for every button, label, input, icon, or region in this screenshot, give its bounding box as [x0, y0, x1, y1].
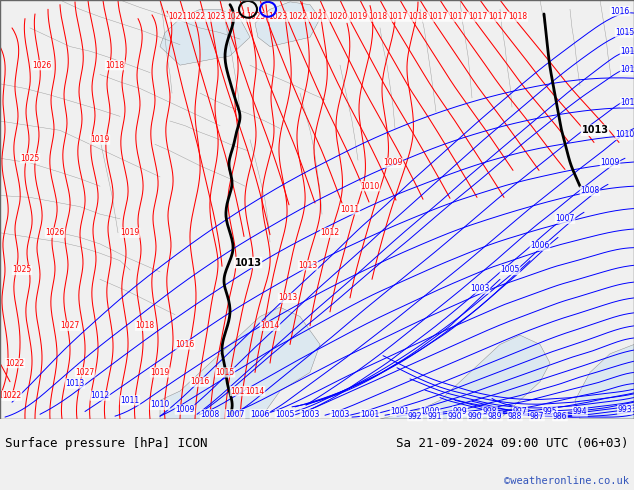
- Text: 1017: 1017: [469, 12, 488, 21]
- Text: 1012: 1012: [320, 228, 340, 237]
- Polygon shape: [575, 344, 634, 419]
- Text: 1018: 1018: [408, 12, 427, 21]
- Text: 1013: 1013: [278, 294, 297, 302]
- Text: 1013: 1013: [581, 125, 609, 135]
- Text: 1006: 1006: [530, 241, 550, 250]
- Text: 990: 990: [448, 412, 462, 420]
- Text: 1015: 1015: [616, 28, 634, 37]
- Text: 1011: 1011: [340, 205, 359, 214]
- Polygon shape: [160, 307, 320, 419]
- Text: 1009: 1009: [384, 158, 403, 168]
- Text: 1019: 1019: [120, 228, 139, 237]
- Text: 1003: 1003: [330, 410, 350, 419]
- Text: 988: 988: [508, 412, 522, 420]
- Text: 1018: 1018: [105, 61, 124, 70]
- Text: 1015: 1015: [230, 387, 250, 395]
- Text: 1001: 1001: [391, 407, 410, 416]
- Text: 1003: 1003: [470, 284, 489, 293]
- Text: 1010: 1010: [150, 400, 170, 410]
- Text: 1006: 1006: [250, 410, 269, 419]
- Text: 1014: 1014: [261, 321, 280, 330]
- Text: 1007: 1007: [555, 214, 574, 223]
- Text: 1014: 1014: [245, 387, 264, 395]
- Text: 1018: 1018: [368, 12, 387, 21]
- Text: 1016: 1016: [611, 7, 630, 16]
- Text: 1010: 1010: [616, 130, 634, 140]
- Text: 1009: 1009: [176, 405, 195, 414]
- Text: 1022: 1022: [6, 359, 25, 368]
- Text: 1023: 1023: [268, 12, 288, 21]
- Text: 1009: 1009: [600, 158, 619, 168]
- Text: 1026: 1026: [46, 228, 65, 237]
- Text: 1013: 1013: [65, 379, 84, 388]
- Text: 1019: 1019: [150, 368, 170, 377]
- Text: 1007: 1007: [225, 410, 245, 419]
- Text: 1016: 1016: [176, 340, 195, 349]
- Text: 1008: 1008: [580, 186, 600, 196]
- Text: 1011: 1011: [120, 396, 139, 405]
- Text: 1025: 1025: [20, 154, 39, 163]
- Text: 1013: 1013: [299, 261, 318, 270]
- Text: 1014: 1014: [621, 47, 634, 56]
- Text: 1020: 1020: [328, 12, 347, 21]
- Text: 1015: 1015: [216, 368, 235, 377]
- Text: 1018: 1018: [136, 321, 155, 330]
- Text: 987: 987: [530, 412, 544, 420]
- Text: 1019: 1019: [91, 135, 110, 144]
- Text: 999: 999: [453, 407, 467, 416]
- Text: Surface pressure [hPa] ICON: Surface pressure [hPa] ICON: [5, 437, 207, 450]
- Text: 1012: 1012: [621, 65, 634, 74]
- Text: 1017: 1017: [429, 12, 448, 21]
- Text: 1024: 1024: [226, 12, 245, 21]
- Text: 1019: 1019: [348, 12, 368, 21]
- Text: 992: 992: [408, 412, 422, 420]
- Text: 997: 997: [513, 407, 527, 416]
- Polygon shape: [380, 335, 550, 419]
- Text: 1013: 1013: [235, 258, 261, 268]
- Text: 1027: 1027: [60, 321, 80, 330]
- Text: 1005: 1005: [500, 266, 520, 274]
- Text: 1018: 1018: [508, 12, 527, 21]
- Text: 991: 991: [428, 412, 443, 420]
- Text: 1016: 1016: [190, 377, 210, 386]
- Text: 1026: 1026: [32, 61, 51, 70]
- Text: 1017: 1017: [488, 12, 508, 21]
- Text: 990: 990: [468, 412, 482, 420]
- Text: 1005: 1005: [275, 410, 295, 419]
- Text: 1022: 1022: [0, 391, 18, 400]
- Text: 1025: 1025: [13, 266, 32, 274]
- Text: 995: 995: [543, 407, 557, 416]
- Text: 1021: 1021: [308, 12, 328, 21]
- Text: 1017: 1017: [448, 12, 468, 21]
- Text: 1012: 1012: [91, 391, 110, 400]
- Text: 1021: 1021: [169, 12, 188, 21]
- Text: 989: 989: [488, 412, 502, 420]
- Text: 1000: 1000: [420, 407, 440, 416]
- Text: 1001: 1001: [360, 410, 380, 419]
- Text: 994: 994: [573, 407, 587, 416]
- Text: 1022: 1022: [186, 12, 205, 21]
- Text: 993: 993: [618, 405, 632, 414]
- Text: 1027: 1027: [75, 368, 94, 377]
- Text: 1022: 1022: [3, 391, 22, 400]
- Text: 1022: 1022: [288, 12, 307, 21]
- Text: 986: 986: [553, 412, 567, 420]
- Polygon shape: [160, 9, 250, 65]
- Text: 998: 998: [482, 407, 497, 416]
- Text: 1003: 1003: [301, 410, 320, 419]
- Text: 1010: 1010: [360, 182, 380, 191]
- Text: ©weatheronline.co.uk: ©weatheronline.co.uk: [504, 476, 629, 487]
- Text: 1011: 1011: [621, 98, 634, 107]
- Text: 1025: 1025: [247, 12, 266, 21]
- Text: 1008: 1008: [200, 410, 219, 419]
- Text: 1017: 1017: [389, 12, 408, 21]
- Text: 1023: 1023: [207, 12, 226, 21]
- Polygon shape: [255, 2, 320, 47]
- Text: Sa 21-09-2024 09:00 UTC (06+03): Sa 21-09-2024 09:00 UTC (06+03): [396, 437, 629, 450]
